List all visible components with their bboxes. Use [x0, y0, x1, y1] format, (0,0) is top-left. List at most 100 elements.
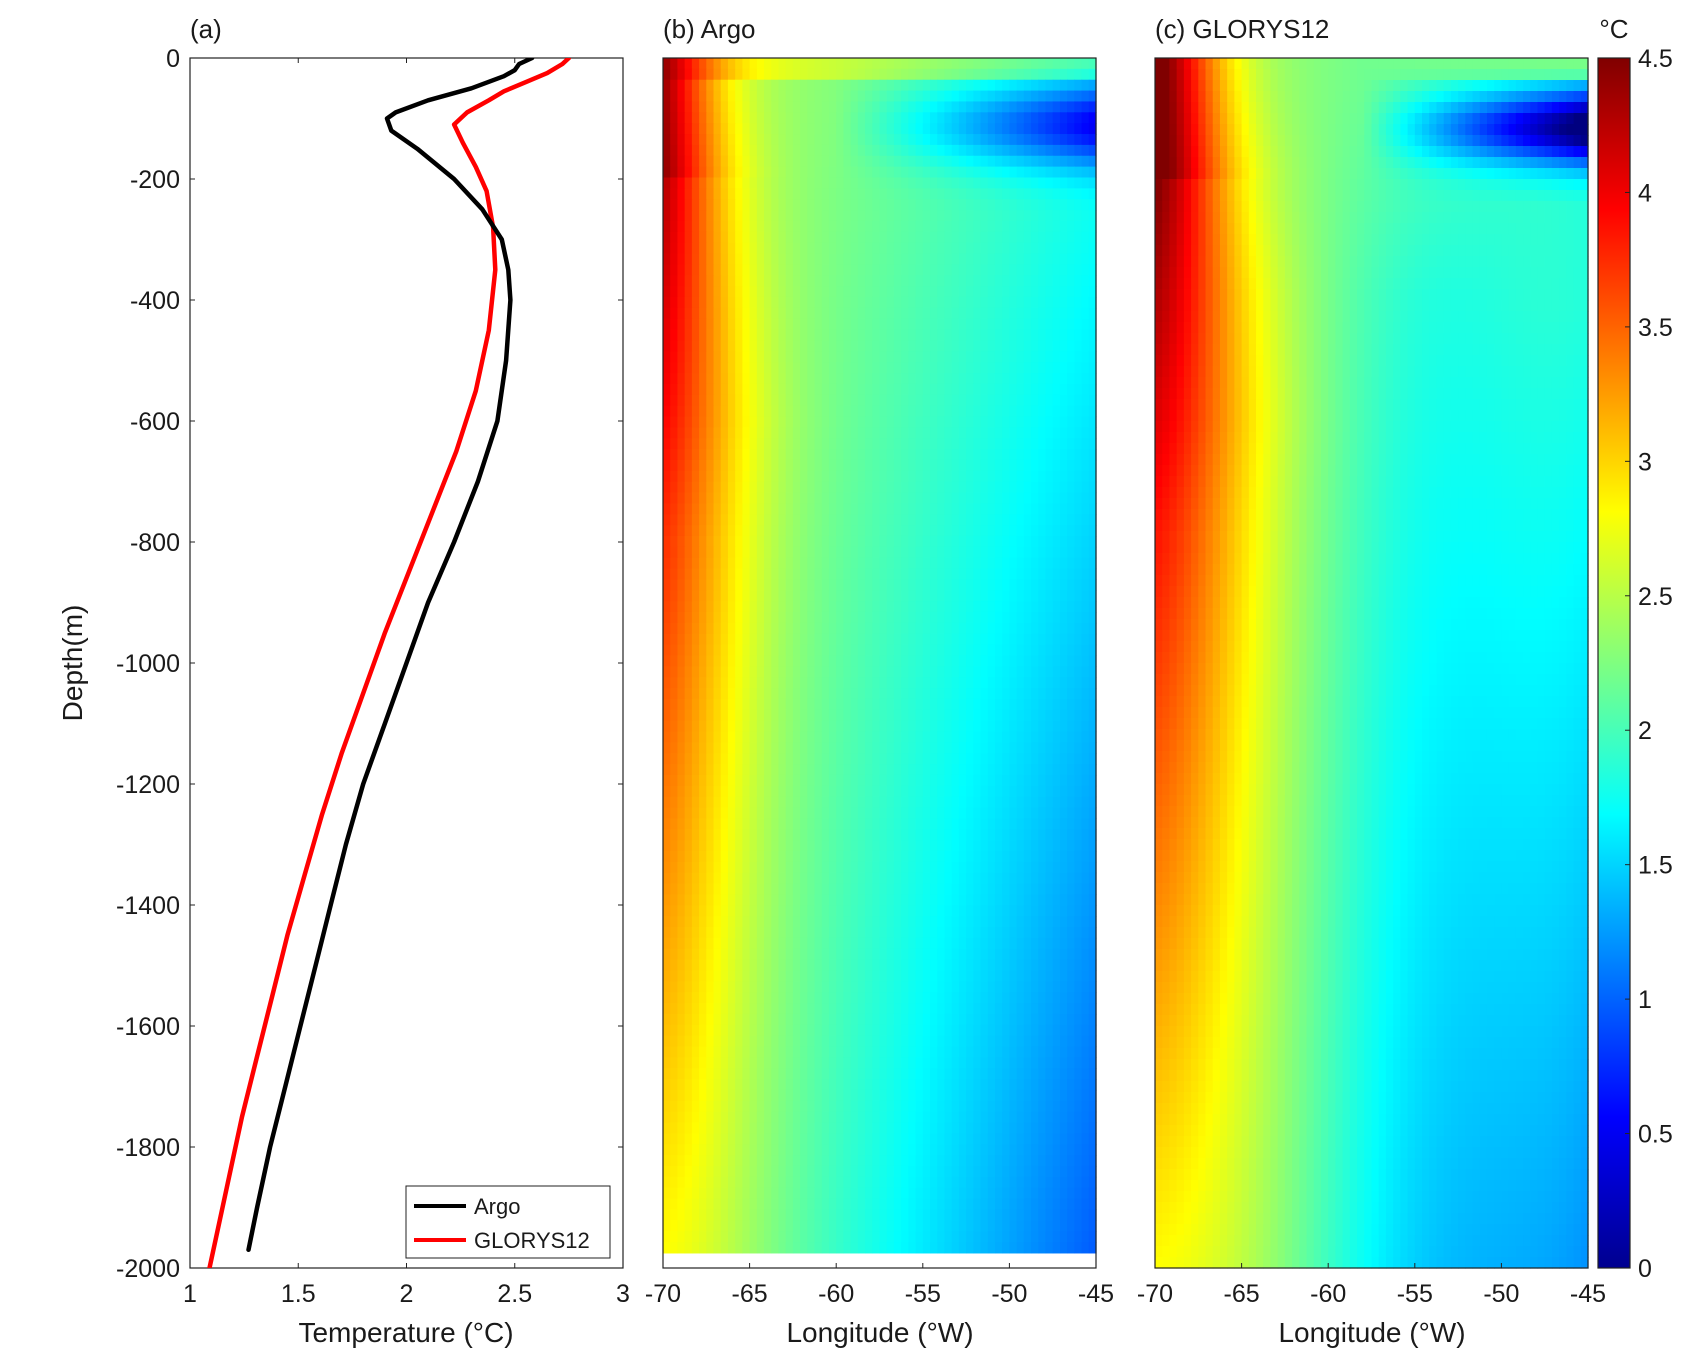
heatmap-cell — [872, 731, 881, 743]
heatmap-cell — [1031, 394, 1039, 407]
heatmap-cell — [1016, 927, 1025, 939]
heatmap-cell — [778, 840, 787, 852]
heatmap-cell — [944, 514, 953, 526]
heatmap-cell — [807, 644, 816, 657]
heatmap-cell — [836, 242, 845, 255]
heatmap-cell — [727, 688, 736, 700]
heatmap-cell — [663, 883, 671, 896]
heatmap-cell — [973, 774, 982, 787]
heatmap-cell — [807, 275, 816, 287]
heatmap-cell — [706, 894, 715, 906]
heatmap-cell — [850, 872, 859, 885]
heatmap-cell — [1023, 709, 1032, 722]
heatmap-cell — [1009, 101, 1018, 113]
heatmap-cell — [684, 492, 693, 504]
heatmap-cell — [814, 698, 823, 711]
heatmap-cell — [749, 481, 758, 494]
heatmap-cell — [756, 231, 765, 244]
heatmap-cell — [865, 916, 873, 928]
heatmap-cell — [994, 166, 1003, 179]
heatmap-cell — [670, 872, 679, 885]
heatmap-cell — [937, 622, 946, 635]
heatmap-cell — [771, 774, 780, 787]
heatmap-cell — [944, 155, 953, 168]
heatmap-cell — [720, 601, 729, 613]
heatmap-cell — [893, 927, 902, 939]
heatmap-cell — [886, 633, 895, 646]
heatmap-cell — [691, 720, 700, 733]
heatmap-cell — [980, 166, 989, 179]
heatmap-cell — [1045, 58, 1054, 70]
heatmap-cell — [764, 514, 772, 526]
heatmap-cell — [987, 318, 996, 331]
heatmap-cell — [677, 58, 686, 70]
heatmap-cell — [800, 177, 808, 189]
heatmap-cell — [720, 286, 729, 298]
heatmap-cell — [843, 362, 852, 374]
heatmap-cell — [1052, 840, 1061, 852]
heatmap-cell — [922, 68, 931, 81]
heatmap-cell — [1067, 79, 1075, 92]
heatmap-cell — [828, 753, 837, 765]
heatmap-cell — [713, 709, 722, 722]
heatmap-cell — [691, 438, 700, 450]
heatmap-cell — [699, 416, 707, 428]
heatmap-cell — [663, 123, 671, 135]
heatmap-cell — [872, 155, 881, 168]
heatmap-cell — [1016, 220, 1025, 233]
heatmap-cell — [691, 166, 700, 179]
heatmap-cell — [670, 568, 679, 580]
heatmap-cell — [937, 264, 946, 276]
heatmap-cell — [771, 785, 780, 798]
heatmap-cell — [1081, 362, 1090, 374]
heatmap-cell — [973, 644, 982, 657]
heatmap-cell — [937, 492, 946, 504]
heatmap-cell — [663, 753, 671, 765]
heatmap-cell — [663, 220, 671, 233]
heatmap-cell — [821, 373, 830, 385]
heatmap-cell — [778, 720, 787, 733]
heatmap-cell — [1038, 199, 1047, 211]
heatmap-cell — [749, 861, 758, 874]
heatmap-cell — [720, 937, 729, 950]
heatmap-cell — [850, 438, 859, 450]
heatmap-cell — [800, 514, 808, 526]
heatmap-cell — [1009, 514, 1018, 526]
heatmap-cell — [663, 948, 671, 961]
heatmap-cell — [944, 90, 953, 103]
heatmap-cell — [785, 427, 794, 439]
heatmap-cell — [944, 840, 953, 852]
heatmap-cell — [1088, 318, 1097, 331]
heatmap-cell — [980, 861, 989, 874]
heatmap-cell — [850, 557, 859, 570]
heatmap-cell — [886, 535, 895, 548]
heatmap-cell — [749, 394, 758, 407]
heatmap-cell — [944, 796, 953, 809]
heatmap-cell — [994, 405, 1003, 418]
heatmap-cell — [814, 633, 823, 646]
heatmap-cell — [879, 394, 888, 407]
heatmap-cell — [1009, 242, 1018, 255]
heatmap-cell — [886, 785, 895, 798]
heatmap-cell — [987, 362, 996, 374]
heatmap-cell — [908, 677, 917, 689]
heatmap-cell — [893, 861, 902, 874]
heatmap-cell — [670, 231, 679, 244]
heatmap-cell — [691, 698, 700, 711]
heatmap-cell — [980, 590, 989, 602]
heatmap-cell — [1059, 275, 1068, 287]
heatmap-cell — [1009, 916, 1018, 928]
heatmap-cell — [944, 850, 953, 863]
heatmap-cell — [720, 68, 729, 81]
heatmap-cell — [1052, 481, 1061, 494]
heatmap-cell — [980, 568, 989, 580]
heatmap-cell — [857, 644, 866, 657]
heatmap-cell — [1023, 362, 1032, 374]
heatmap-cell — [836, 796, 845, 809]
heatmap-cell — [951, 785, 960, 798]
heatmap-cell — [1081, 329, 1090, 342]
heatmap-cell — [886, 134, 895, 146]
heatmap-cell — [663, 611, 671, 624]
heatmap-cell — [1052, 459, 1061, 472]
heatmap-cell — [879, 481, 888, 494]
